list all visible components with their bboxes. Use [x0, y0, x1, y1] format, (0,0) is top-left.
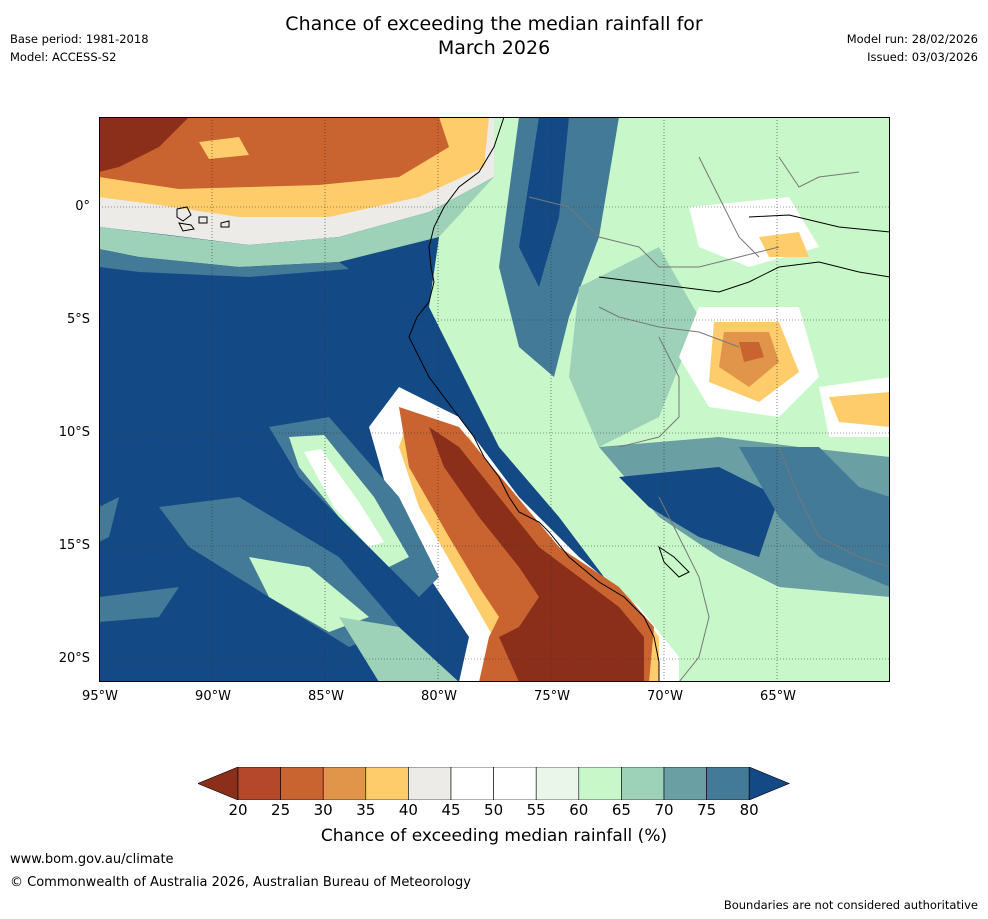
colorbar-tick-label: 80: [739, 801, 759, 819]
region-ocean-edge-75: [99, 497, 119, 542]
colorbar-segment: [450, 767, 494, 800]
colorbar-tick-label: 30: [313, 801, 333, 819]
colorbar-label: Chance of exceeding median rainfall (%): [320, 826, 668, 846]
colorbar-segment: [280, 767, 324, 800]
map-frame: [99, 117, 890, 682]
colorbar-segment: [578, 767, 622, 800]
colorbar-tick-label: 75: [697, 801, 717, 819]
region-andes-70: [569, 247, 699, 447]
map-title: Chance of exceeding the median rainfall …: [0, 12, 988, 60]
region-ocean-streak2-65: [249, 557, 369, 632]
colorbar-segment: [535, 767, 580, 800]
region-amazon-25: [739, 342, 764, 362]
region-ocean-west-75: [99, 587, 179, 622]
meta-left: Base period: 1981-2018 Model: ACCESS-S2: [10, 30, 149, 66]
lat-tick-15s: 15°S: [58, 538, 90, 553]
model-name: Model: ACCESS-S2: [10, 50, 117, 64]
lon-tick-95w: 95°W: [82, 689, 118, 704]
galapagos-islands: [176, 206, 230, 232]
meta-right: Model run: 28/02/2026 Issued: 03/03/2026: [847, 30, 978, 66]
colorbar-tick-label: 55: [526, 801, 546, 819]
lat-tick-0: 0°: [75, 199, 90, 214]
title-line-1: Chance of exceeding the median rainfall …: [285, 13, 703, 35]
country-boundaries: [528, 156, 890, 682]
lon-tick-80w: 80°W: [421, 689, 457, 704]
region-south-75: [739, 447, 890, 587]
region-southeast-65: [779, 587, 890, 682]
rio-negro: [748, 214, 890, 233]
region-ocean-south-70: [339, 617, 459, 682]
model-run: Model run: 28/02/2026: [846, 32, 978, 46]
colorbar-extend-low: [198, 767, 239, 800]
rainfall-map: [99, 117, 890, 682]
colorbar-segment: [237, 767, 281, 800]
title-line-2: March 2026: [437, 37, 551, 59]
colorbar-tick-label: 25: [271, 801, 291, 819]
colorbar-segment: [365, 767, 409, 800]
lon-tick-85w: 85°W: [308, 689, 344, 704]
copyright-text: © Commonwealth of Australia 2026, Austra…: [10, 875, 471, 890]
colorbar-tick-label: 45: [441, 801, 461, 819]
colorbar-extend-high: [748, 767, 790, 800]
issued-date: Issued: 03/03/2026: [867, 50, 978, 64]
lon-tick-70w: 70°W: [647, 689, 683, 704]
region-ocean-streak-white: [304, 449, 384, 547]
colorbar-segment: [322, 767, 367, 800]
colorbar-tick-label: 40: [398, 801, 418, 819]
lon-tick-75w: 75°W: [534, 689, 570, 704]
region-north-land-35: [759, 232, 809, 257]
region-north-75: [99, 249, 349, 277]
lat-tick-10s: 10°S: [58, 425, 90, 440]
region-north-35-patch: [199, 137, 249, 159]
website-link[interactable]: www.bom.gov.au/climate: [10, 852, 174, 867]
colorbar-tick-label: 70: [654, 801, 674, 819]
colorbar-segment: [621, 767, 665, 800]
colorbar-tick-label: 65: [611, 801, 631, 819]
colorbar-tick-label: 35: [356, 801, 376, 819]
lon-tick-65w: 65°W: [760, 689, 796, 704]
region-south-80: [619, 467, 779, 557]
coastline: [408, 117, 660, 682]
colorbar-segments: [198, 767, 790, 800]
region-coast-20: [429, 427, 644, 682]
lon-tick-90w: 90°W: [195, 689, 231, 704]
amazon-river: [598, 261, 890, 293]
region-north-70: [99, 177, 499, 267]
lat-tick-5s: 5°S: [66, 312, 90, 327]
region-coast-80-north: [519, 117, 569, 287]
colorbar-segment: [408, 767, 452, 800]
boundary-disclaimer: Boundaries are not considered authoritat…: [723, 898, 978, 912]
colorbar-tick-label: 60: [569, 801, 589, 819]
graticule: [99, 117, 890, 682]
lat-tick-20s: 20°S: [58, 651, 90, 666]
colorbar-segment: [706, 767, 750, 800]
colorbar-segment: [493, 767, 537, 800]
region-north-30: [99, 117, 449, 189]
colorbar-tick-label: 20: [228, 801, 248, 819]
base-period: Base period: 1981-2018: [10, 32, 149, 46]
lake-titicaca: [658, 545, 690, 578]
colorbar-tick-label: 50: [484, 801, 504, 819]
region-north-20: [99, 117, 189, 172]
colorbar: [198, 767, 790, 800]
region-east-35: [829, 392, 890, 427]
colorbar-segment: [663, 767, 707, 800]
